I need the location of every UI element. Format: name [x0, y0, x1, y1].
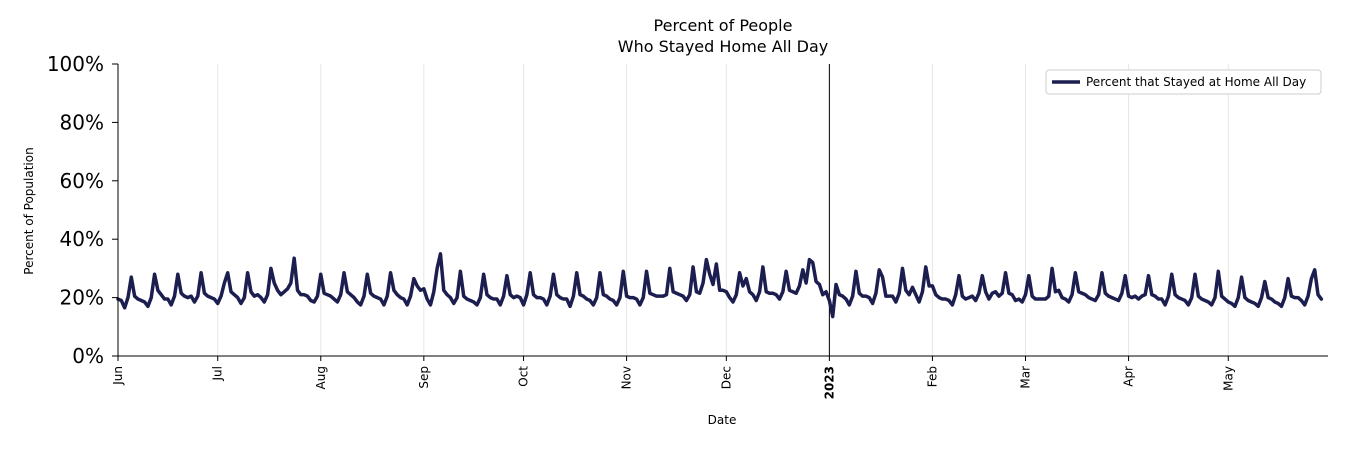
- x-tick-label-11: May: [1221, 366, 1235, 391]
- x-tick-label-5: Nov: [620, 366, 634, 389]
- y-axis-ticks: 0% 20% 40% 60% 80% 100%: [47, 52, 118, 368]
- y-tick-label-5: 100%: [47, 52, 104, 76]
- y-tick-label-2: 40%: [60, 227, 104, 251]
- x-tick-label-3: Sep: [417, 366, 431, 389]
- y-tick-label-1: 20%: [60, 286, 104, 310]
- chart-title-line-1: Percent of People: [654, 16, 793, 35]
- x-tick-label-7: 2023: [822, 366, 836, 399]
- x-tick-label-6: Dec: [719, 366, 733, 389]
- x-tick-label-10: Apr: [1122, 366, 1136, 387]
- y-axis-label: Percent of Population: [22, 147, 36, 274]
- chart-title-line-2: Who Stayed Home All Day: [618, 37, 828, 56]
- series-line-0: [116, 252, 1324, 319]
- legend: Percent that Stayed at Home All Day: [1045, 69, 1322, 95]
- axes: [117, 64, 1328, 357]
- legend-box: [1045, 69, 1322, 95]
- y-tick-label-4: 80%: [60, 110, 104, 134]
- x-tick-label-8: Feb: [925, 366, 939, 387]
- y-tick-label-0: 0%: [72, 344, 104, 368]
- series-group: [116, 252, 1324, 319]
- legend-label: Percent that Stayed at Home All Day: [1086, 75, 1306, 89]
- y-tick-label-3: 60%: [60, 169, 104, 193]
- x-tick-label-4: Oct: [517, 366, 531, 387]
- x-tick-label-0: Jun: [111, 366, 125, 386]
- x-tick-label-2: Aug: [314, 366, 328, 389]
- x-axis-ticks: Jun Jul Aug Sep Oct Nov Dec 2023 Feb Mar Apr May: [111, 356, 1235, 399]
- x-gridlines: [117, 64, 1229, 356]
- x-axis-label: Date: [708, 413, 737, 427]
- x-tick-label-1: Jul: [211, 366, 225, 381]
- x-tick-label-9: Mar: [1019, 366, 1033, 389]
- chart-title: Percent of People Who Stayed Home All Da…: [618, 16, 828, 56]
